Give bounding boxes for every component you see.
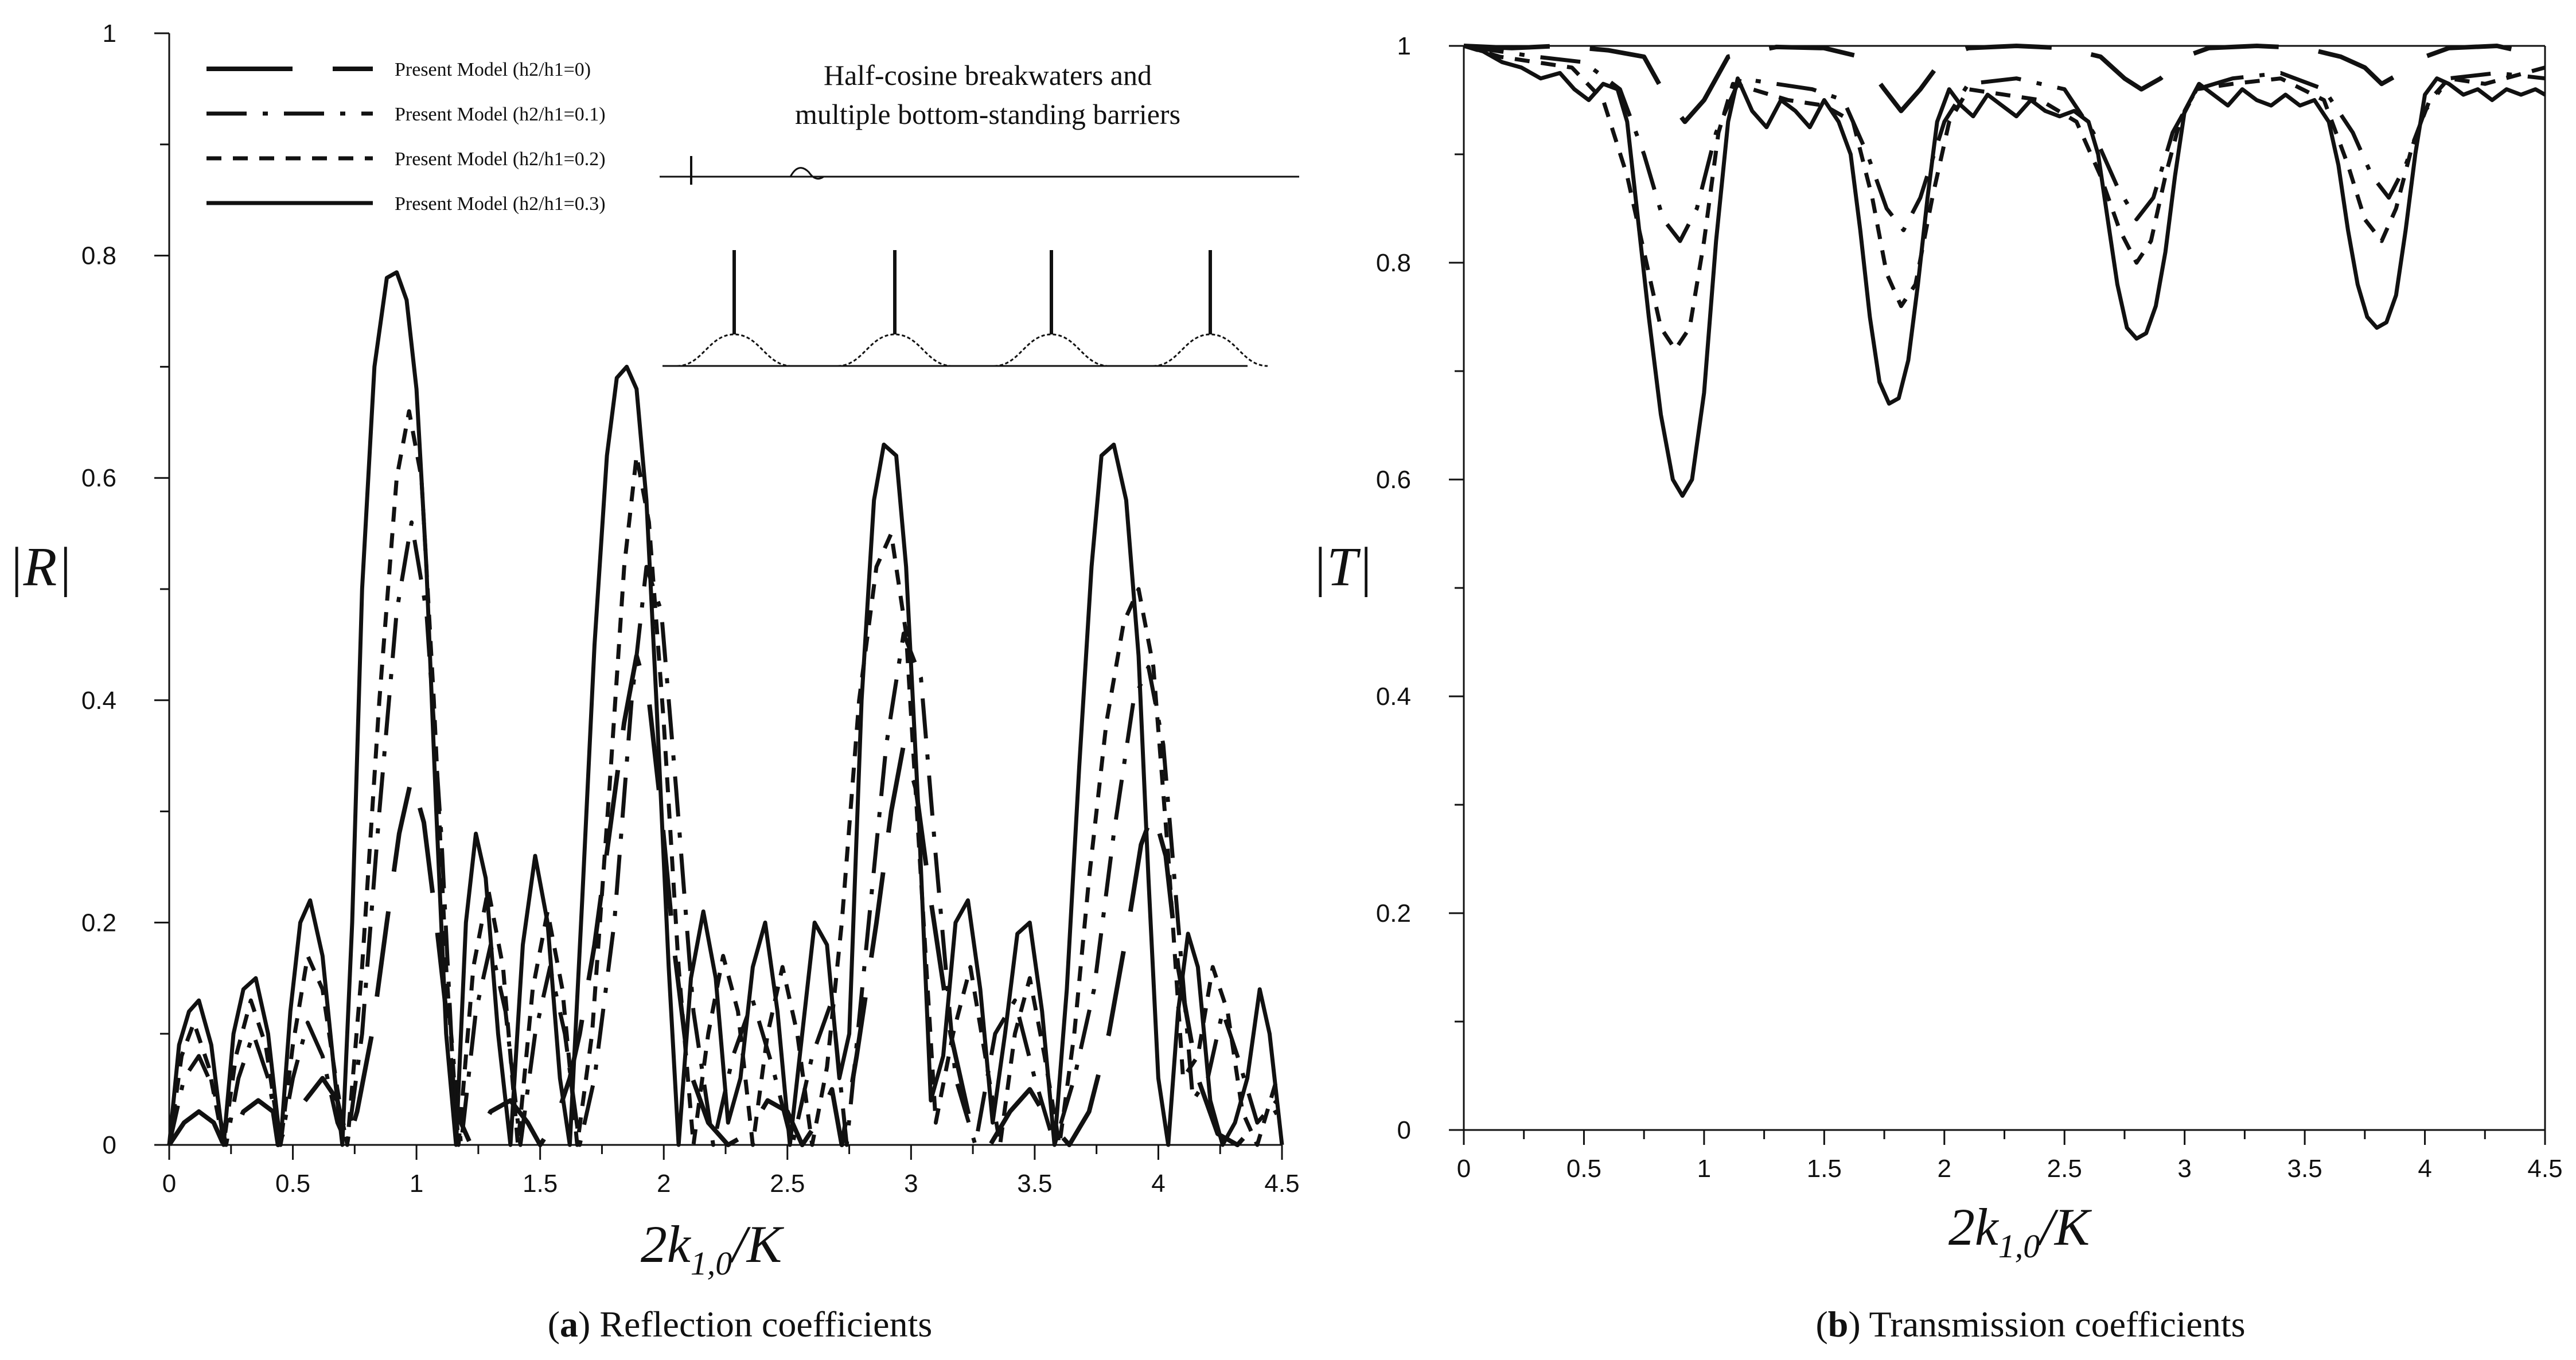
reflection-x-tick-label: 2.5 — [770, 1170, 805, 1198]
reflection-axes: 0 0.5 1 1.5 2 2.5 3 3.5 4 4.5 0 0.2 0.4 0.6 0.8 1 2k1,0/… — [8, 20, 1299, 1282]
reflection-series — [167, 270, 1284, 1147]
transmission-x-tick-label: 3.5 — [2287, 1155, 2322, 1183]
transmission-x-axis-title-main: 2k — [1948, 1198, 2000, 1256]
transmission-y-tick-label: 0.6 — [1376, 466, 1411, 494]
transmission-y-tick-label: 0.4 — [1376, 683, 1411, 711]
reflection-x-tick-label: 0 — [162, 1170, 176, 1198]
reflection-x-tick-label: 4.5 — [1264, 1170, 1299, 1198]
reflection-y-tick-label: 0.2 — [81, 909, 116, 937]
transmission-series-line-0 — [1463, 44, 2546, 124]
reflection-x-tick-label: 4 — [1151, 1170, 1165, 1198]
transmission-y-axis-title: |T| — [1312, 536, 1373, 597]
reflection-y-tick-label: 0.6 — [81, 464, 116, 492]
inset-breakwater-2 — [993, 333, 1109, 367]
reflection-x-tick-label: 3.5 — [1017, 1170, 1052, 1198]
reflection-series-line-1 — [167, 520, 1279, 1147]
reflection-x-tick-label: 1.5 — [523, 1170, 558, 1198]
transmission-x-tick-label: 3 — [2177, 1155, 2191, 1183]
transmission-x-tick-label: 0 — [1457, 1155, 1471, 1183]
inset-incident-wave — [789, 167, 824, 180]
legend-label-1: Present Model (h2/h1=0.1) — [395, 104, 606, 125]
reflection-y-tick-label: 0.8 — [81, 242, 116, 270]
caption-b-text: ) Transmission coefficients — [1848, 1304, 2245, 1345]
transmission-series-line-2 — [1463, 44, 2546, 352]
transmission-x-axis-title-sub: 1,0 — [1998, 1227, 2040, 1265]
transmission-x-tick-label: 1.5 — [1807, 1155, 1842, 1183]
transmission-y-tick-label: 0 — [1397, 1116, 1411, 1144]
transmission-y-tick-label: 1 — [1397, 32, 1411, 60]
reflection-y-tick-label: 0.4 — [81, 687, 116, 715]
caption-b-prefix: ( — [1815, 1304, 1827, 1345]
inset-title-line2: multiple bottom-standing barriers — [795, 98, 1180, 130]
reflection-x-tick-label: 0.5 — [275, 1170, 310, 1198]
transmission-axes: 0 0.5 1 1.5 2 2.5 3 3.5 4 4.5 0 0.2 0.4 0.6 0.8 1 2k1,0/… — [1312, 32, 2563, 1265]
transmission-x-axis-title: 2k1,0/K — [1948, 1198, 2092, 1265]
reflection-y-tick-label: 0 — [103, 1131, 116, 1159]
reflection-x-tick-label: 1 — [410, 1170, 423, 1198]
transmission-x-tick-label: 2.5 — [2047, 1155, 2082, 1183]
transmission-y-tick-label: 0.2 — [1376, 899, 1411, 928]
transmission-x-tick-label: 2 — [1938, 1155, 1951, 1183]
reflection-x-axis-title: 2k1,0/K — [641, 1215, 785, 1282]
transmission-x-tick-label: 0.5 — [1566, 1155, 1601, 1183]
inset-breakwater-3 — [1152, 333, 1268, 367]
caption-a-letter: a — [560, 1304, 578, 1345]
inset-breakwater-1 — [837, 333, 953, 367]
caption-b: (b) Transmission coefficients — [1815, 1304, 2245, 1345]
reflection-x-axis-title-sub: 1,0 — [691, 1245, 732, 1282]
reflection-chart: 0 0.5 1 1.5 2 2.5 3 3.5 4 4.5 0 0.2 0.4 0.6 0.8 1 2k1,0/… — [8, 20, 1299, 1282]
reflection-inset: Half-cosine breakwaters and multiple bott… — [660, 59, 1299, 367]
legend-label-0: Present Model (h2/h1=0) — [395, 59, 591, 80]
transmission-x-tick-label: 4.5 — [2527, 1155, 2562, 1183]
transmission-x-tick-label: 1 — [1697, 1155, 1711, 1183]
transmission-y-tick-label: 0.8 — [1376, 249, 1411, 277]
transmission-series-line-3 — [1463, 44, 2546, 498]
caption-b-letter: b — [1828, 1304, 1849, 1345]
reflection-series-line-3 — [167, 270, 1284, 1147]
inset-title-line1: Half-cosine breakwaters and — [824, 59, 1152, 91]
transmission-chart: 0 0.5 1 1.5 2 2.5 3 3.5 4 4.5 0 0.2 0.4 0.6 0.8 1 2k1,0/… — [1312, 32, 2563, 1265]
legend-label-2: Present Model (h2/h1=0.2) — [395, 149, 606, 170]
inset-breakwater-0 — [676, 333, 792, 367]
reflection-x-axis-title-tail: /K — [729, 1215, 785, 1273]
caption-a: (a) Reflection coefficients — [548, 1304, 933, 1345]
reflection-legend: Present Model (h2/h1=0) Present Model (h2… — [206, 59, 606, 215]
reflection-x-axis-title-main: 2k — [641, 1215, 692, 1273]
transmission-x-axis-title-tail: /K — [2037, 1198, 2092, 1256]
reflection-x-tick-label: 2 — [657, 1170, 671, 1198]
caption-a-text: ) Reflection coefficients — [578, 1304, 932, 1345]
reflection-y-axis-title: |R| — [8, 536, 72, 597]
transmission-x-tick-label: 4 — [2418, 1155, 2431, 1183]
reflection-x-tick-label: 3 — [904, 1170, 918, 1198]
legend-label-3: Present Model (h2/h1=0.3) — [395, 193, 606, 215]
transmission-series — [1463, 44, 2546, 498]
reflection-series-line-0 — [167, 653, 1279, 1147]
caption-a-prefix: ( — [548, 1304, 560, 1345]
reflection-y-tick-label: 1 — [103, 20, 116, 48]
transmission-series-line-1 — [1463, 44, 2546, 243]
